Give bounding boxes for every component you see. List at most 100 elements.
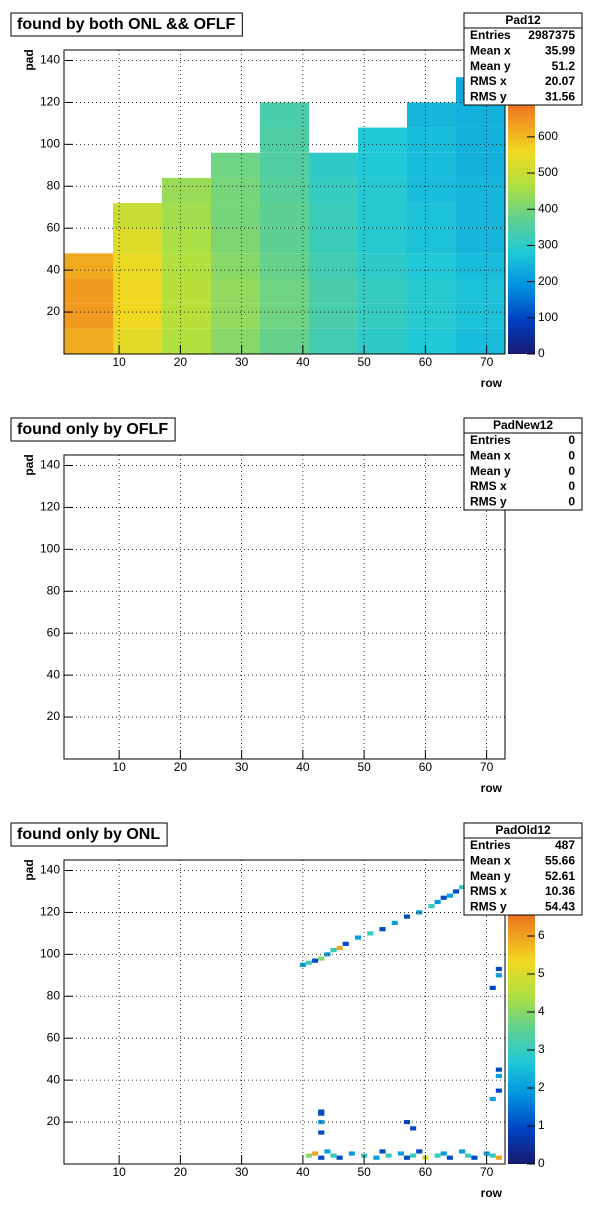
z-tick-label: 500 [538,165,558,179]
stats-label: RMS x [470,479,507,493]
heatmap-cell [64,328,113,354]
heatmap-cell [211,278,260,304]
heatmap-cell [495,1088,502,1093]
heatmap-cell [489,1096,496,1102]
x-tick-label: 10 [112,1165,126,1179]
y-tick-label: 140 [40,863,60,877]
plot-frame [63,859,506,1165]
heatmap-cell [403,1155,411,1160]
heatmap-cell [358,303,407,329]
heatmap-cell [312,1151,319,1156]
heatmap-cell [456,152,505,178]
z-tick-label: 600 [538,129,558,143]
heatmap-cell [407,177,456,204]
heatmap-cell [379,1149,386,1154]
heatmap-cell [309,228,358,254]
stats-label: Mean x [470,448,511,462]
heatmap-cell [162,228,211,254]
stats-value: 35.99 [545,43,575,57]
heatmap-cell [407,102,456,128]
stats-name: PadNew12 [493,418,553,432]
heatmap-cell [162,278,211,304]
heatmap-cell [495,1067,502,1072]
heatmap-cell [309,203,358,229]
x-tick-label: 30 [235,355,249,369]
title-box [10,12,243,37]
z-tick-label: 100 [538,310,558,324]
heatmap-cell [434,899,441,905]
heatmap-cell [440,1151,447,1156]
stats-name: Pad12 [505,13,541,27]
heatmap-cell [348,1151,355,1156]
heatmap-cell [113,303,162,329]
stats-value: 0 [568,448,575,462]
z-tick-label: 1 [538,1118,545,1132]
chart-title: found by both ONL && OFLF [17,16,236,33]
heatmap-cell [446,1155,453,1160]
heatmap-cell [211,228,260,254]
x-tick-label: 70 [480,760,494,774]
heatmap-cell [489,985,496,990]
heatmap-cell [471,1155,478,1160]
z-tick-label: 0 [538,346,545,360]
stats-label: RMS x [470,884,507,898]
heatmap-cell [260,102,309,128]
z-tick-label: 400 [538,201,558,215]
heatmap-cell [456,177,505,204]
heatmap-cell [495,1073,502,1079]
stats-value: 0 [568,464,575,478]
plot-border [63,454,506,760]
heatmap-cell [260,228,309,254]
heatmap-cell [403,1119,411,1125]
heatmap-cell [260,253,309,279]
stats-label: RMS y [470,494,507,508]
heatmap-cell [391,920,398,925]
stats-label: RMS y [470,899,507,913]
x-tick-label: 40 [296,1165,310,1179]
stats-value: 487 [555,838,575,852]
heatmap-cell [358,127,407,153]
z-tick-label: 4 [538,1004,545,1018]
heatmap-cell [456,278,505,304]
x-tick-label: 10 [112,760,126,774]
x-axis-label: row [481,376,503,390]
heatmap-cell [309,152,358,178]
heatmap-cell [162,203,211,229]
heatmap-cell [312,958,319,963]
y-tick-label: 140 [40,53,60,67]
heatmap-cell [452,889,460,894]
heatmap-cell [211,328,260,354]
heatmap-cell [113,278,162,304]
heatmap-cell [162,328,211,354]
x-tick-label: 20 [174,760,188,774]
stats-label: Entries [470,433,511,447]
z-tick-label: 200 [538,274,558,288]
heatmap-cell [305,960,313,965]
heatmap-cell [211,152,260,178]
plot-frame [63,454,506,760]
y-axis-label: pad [22,49,36,70]
title-box [10,822,168,847]
heatmap-cell [309,253,358,279]
heatmap-cell [305,1153,313,1158]
heatmap-cell [324,952,331,957]
z-tick-label: 6 [538,928,545,942]
stats-value: 52.61 [545,869,575,883]
y-tick-label: 100 [40,542,60,556]
stats-value: 51.2 [552,59,576,73]
x-tick-label: 20 [174,1165,188,1179]
heatmap-cell [309,303,358,329]
x-axis-label: row [481,1186,503,1200]
heatmap-cell [260,203,309,229]
heatmap-cell [318,1109,325,1114]
stats-label: Mean y [470,464,511,478]
heatmap-cell [64,278,113,304]
heatmap-cell [211,253,260,279]
heatmap-cell [489,1153,496,1158]
heatmap-cell [358,203,407,229]
heatmap-cell [64,253,113,279]
heatmap-cell [410,1126,417,1131]
heatmap-cell [456,303,505,329]
heatmap-cell [456,203,505,229]
y-tick-label: 20 [47,709,61,723]
